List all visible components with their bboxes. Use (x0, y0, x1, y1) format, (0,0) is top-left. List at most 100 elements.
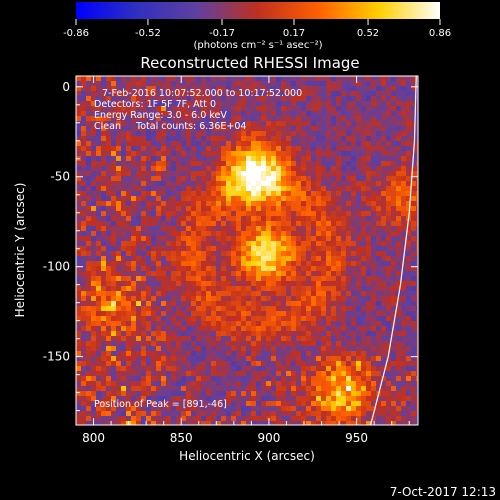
heatmap-cell (271, 416, 277, 422)
heatmap-cell (301, 211, 307, 217)
heatmap-cell (241, 206, 247, 212)
heatmap-cell (331, 81, 337, 87)
heatmap-cell (151, 281, 157, 287)
heatmap-cell (101, 351, 107, 357)
heatmap-cell (121, 211, 127, 217)
heatmap-cell (346, 316, 352, 322)
heatmap-cell (196, 291, 202, 297)
heatmap-cell (261, 311, 267, 317)
heatmap-cell (171, 291, 177, 297)
heatmap-cell (181, 316, 187, 322)
heatmap-cell (356, 196, 362, 202)
heatmap-cell (76, 121, 82, 127)
heatmap-cell (306, 251, 312, 257)
heatmap-cell (101, 136, 107, 142)
heatmap-cell (141, 411, 147, 417)
heatmap-cell (416, 256, 418, 262)
heatmap-cell (106, 401, 112, 407)
heatmap-cell (371, 101, 377, 107)
heatmap-cell (96, 421, 102, 425)
heatmap-cell (121, 161, 127, 167)
heatmap-cell (376, 116, 382, 122)
heatmap-cell (396, 316, 402, 322)
heatmap-cell (366, 151, 372, 157)
heatmap-cell (231, 316, 237, 322)
heatmap-cell (211, 176, 217, 182)
heatmap-cell (76, 331, 82, 337)
heatmap-cell (126, 286, 132, 292)
heatmap-cell (321, 421, 327, 425)
heatmap-cell (121, 196, 127, 202)
heatmap-cell (216, 181, 222, 187)
heatmap-cell (371, 336, 377, 342)
heatmap-cell (381, 206, 387, 212)
heatmap-cell (376, 251, 382, 257)
heatmap-cell (91, 231, 97, 237)
heatmap-cell (376, 271, 382, 277)
heatmap-cell (91, 166, 97, 172)
heatmap-cell (201, 341, 207, 347)
heatmap-cell (161, 111, 167, 117)
heatmap-cell (246, 356, 252, 362)
heatmap-cell (361, 101, 367, 107)
heatmap-cell (291, 321, 297, 327)
heatmap-cell (136, 261, 142, 267)
heatmap-cell (111, 321, 117, 327)
heatmap-cell (156, 341, 162, 347)
heatmap-cell (251, 351, 257, 357)
heatmap-cell (296, 141, 302, 147)
heatmap-cell (301, 401, 307, 407)
heatmap-cell (156, 141, 162, 147)
heatmap-cell (316, 191, 322, 197)
heatmap-cell (141, 216, 147, 222)
heatmap-cell (91, 396, 97, 402)
heatmap-cell (316, 316, 322, 322)
heatmap-cell (406, 126, 412, 132)
heatmap-cell (276, 351, 282, 357)
heatmap-cell (246, 81, 252, 87)
heatmap-cell (371, 276, 377, 282)
heatmap-cell (291, 151, 297, 157)
heatmap-cell (156, 136, 162, 142)
heatmap-cell (231, 191, 237, 197)
heatmap-cell (196, 276, 202, 282)
heatmap-cell (106, 231, 112, 237)
heatmap-cell (356, 96, 362, 102)
heatmap-cell (336, 326, 342, 332)
heatmap-cell (346, 91, 352, 97)
heatmap-cell (141, 221, 147, 227)
heatmap-cell (151, 361, 157, 367)
heatmap-cell (221, 336, 227, 342)
heatmap-cell (181, 381, 187, 387)
heatmap-cell (376, 331, 382, 337)
heatmap-cell (91, 356, 97, 362)
heatmap-cell (321, 386, 327, 392)
heatmap-cell (351, 186, 357, 192)
heatmap-cell (211, 361, 217, 367)
heatmap-cell (166, 186, 172, 192)
heatmap-cell (366, 121, 372, 127)
heatmap-cell (226, 126, 232, 132)
heatmap-cell (206, 181, 212, 187)
heatmap-cell (271, 361, 277, 367)
heatmap-cell (291, 166, 297, 172)
heatmap-cell (246, 341, 252, 347)
heatmap-cell (156, 311, 162, 317)
heatmap-cell (236, 256, 242, 262)
heatmap-cell (171, 376, 177, 382)
heatmap-cell (161, 381, 167, 387)
heatmap-cell (91, 301, 97, 307)
heatmap-cell (341, 141, 347, 147)
heatmap-cell (316, 261, 322, 267)
heatmap-cell (391, 351, 397, 357)
heatmap-cell (371, 351, 377, 357)
heatmap-cell (256, 151, 262, 157)
heatmap-cell (261, 116, 267, 122)
heatmap-cell (266, 361, 272, 367)
heatmap-cell (206, 96, 212, 102)
heatmap-cell (306, 106, 312, 112)
heatmap-cell (131, 226, 137, 232)
heatmap-cell (411, 281, 417, 287)
heatmap-cell (161, 416, 167, 422)
